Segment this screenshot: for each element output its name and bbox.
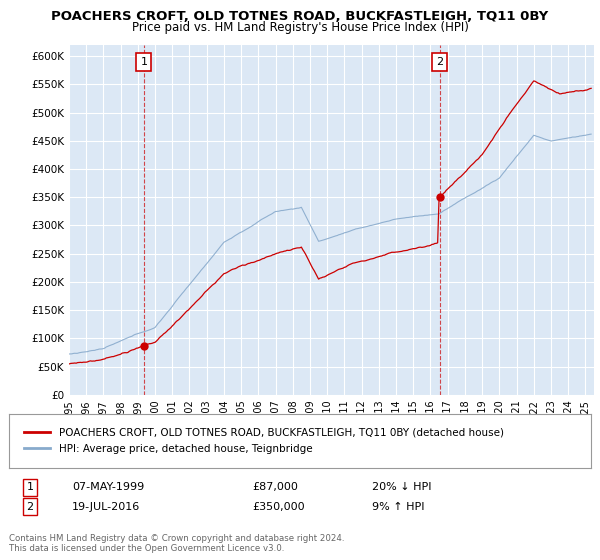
Text: 07-MAY-1999: 07-MAY-1999 (72, 482, 144, 492)
Text: Contains HM Land Registry data © Crown copyright and database right 2024.
This d: Contains HM Land Registry data © Crown c… (9, 534, 344, 553)
Text: Price paid vs. HM Land Registry's House Price Index (HPI): Price paid vs. HM Land Registry's House … (131, 21, 469, 34)
Text: POACHERS CROFT, OLD TOTNES ROAD, BUCKFASTLEIGH, TQ11 0BY: POACHERS CROFT, OLD TOTNES ROAD, BUCKFAS… (52, 10, 548, 23)
Text: 9% ↑ HPI: 9% ↑ HPI (372, 502, 425, 512)
Text: 2: 2 (436, 57, 443, 67)
Text: 1: 1 (140, 57, 148, 67)
Text: £350,000: £350,000 (252, 502, 305, 512)
Text: £87,000: £87,000 (252, 482, 298, 492)
Text: 1: 1 (26, 482, 34, 492)
Text: 2: 2 (26, 502, 34, 512)
Legend: POACHERS CROFT, OLD TOTNES ROAD, BUCKFASTLEIGH, TQ11 0BY (detached house), HPI: : POACHERS CROFT, OLD TOTNES ROAD, BUCKFAS… (20, 424, 508, 458)
Text: 19-JUL-2016: 19-JUL-2016 (72, 502, 140, 512)
Text: 20% ↓ HPI: 20% ↓ HPI (372, 482, 431, 492)
